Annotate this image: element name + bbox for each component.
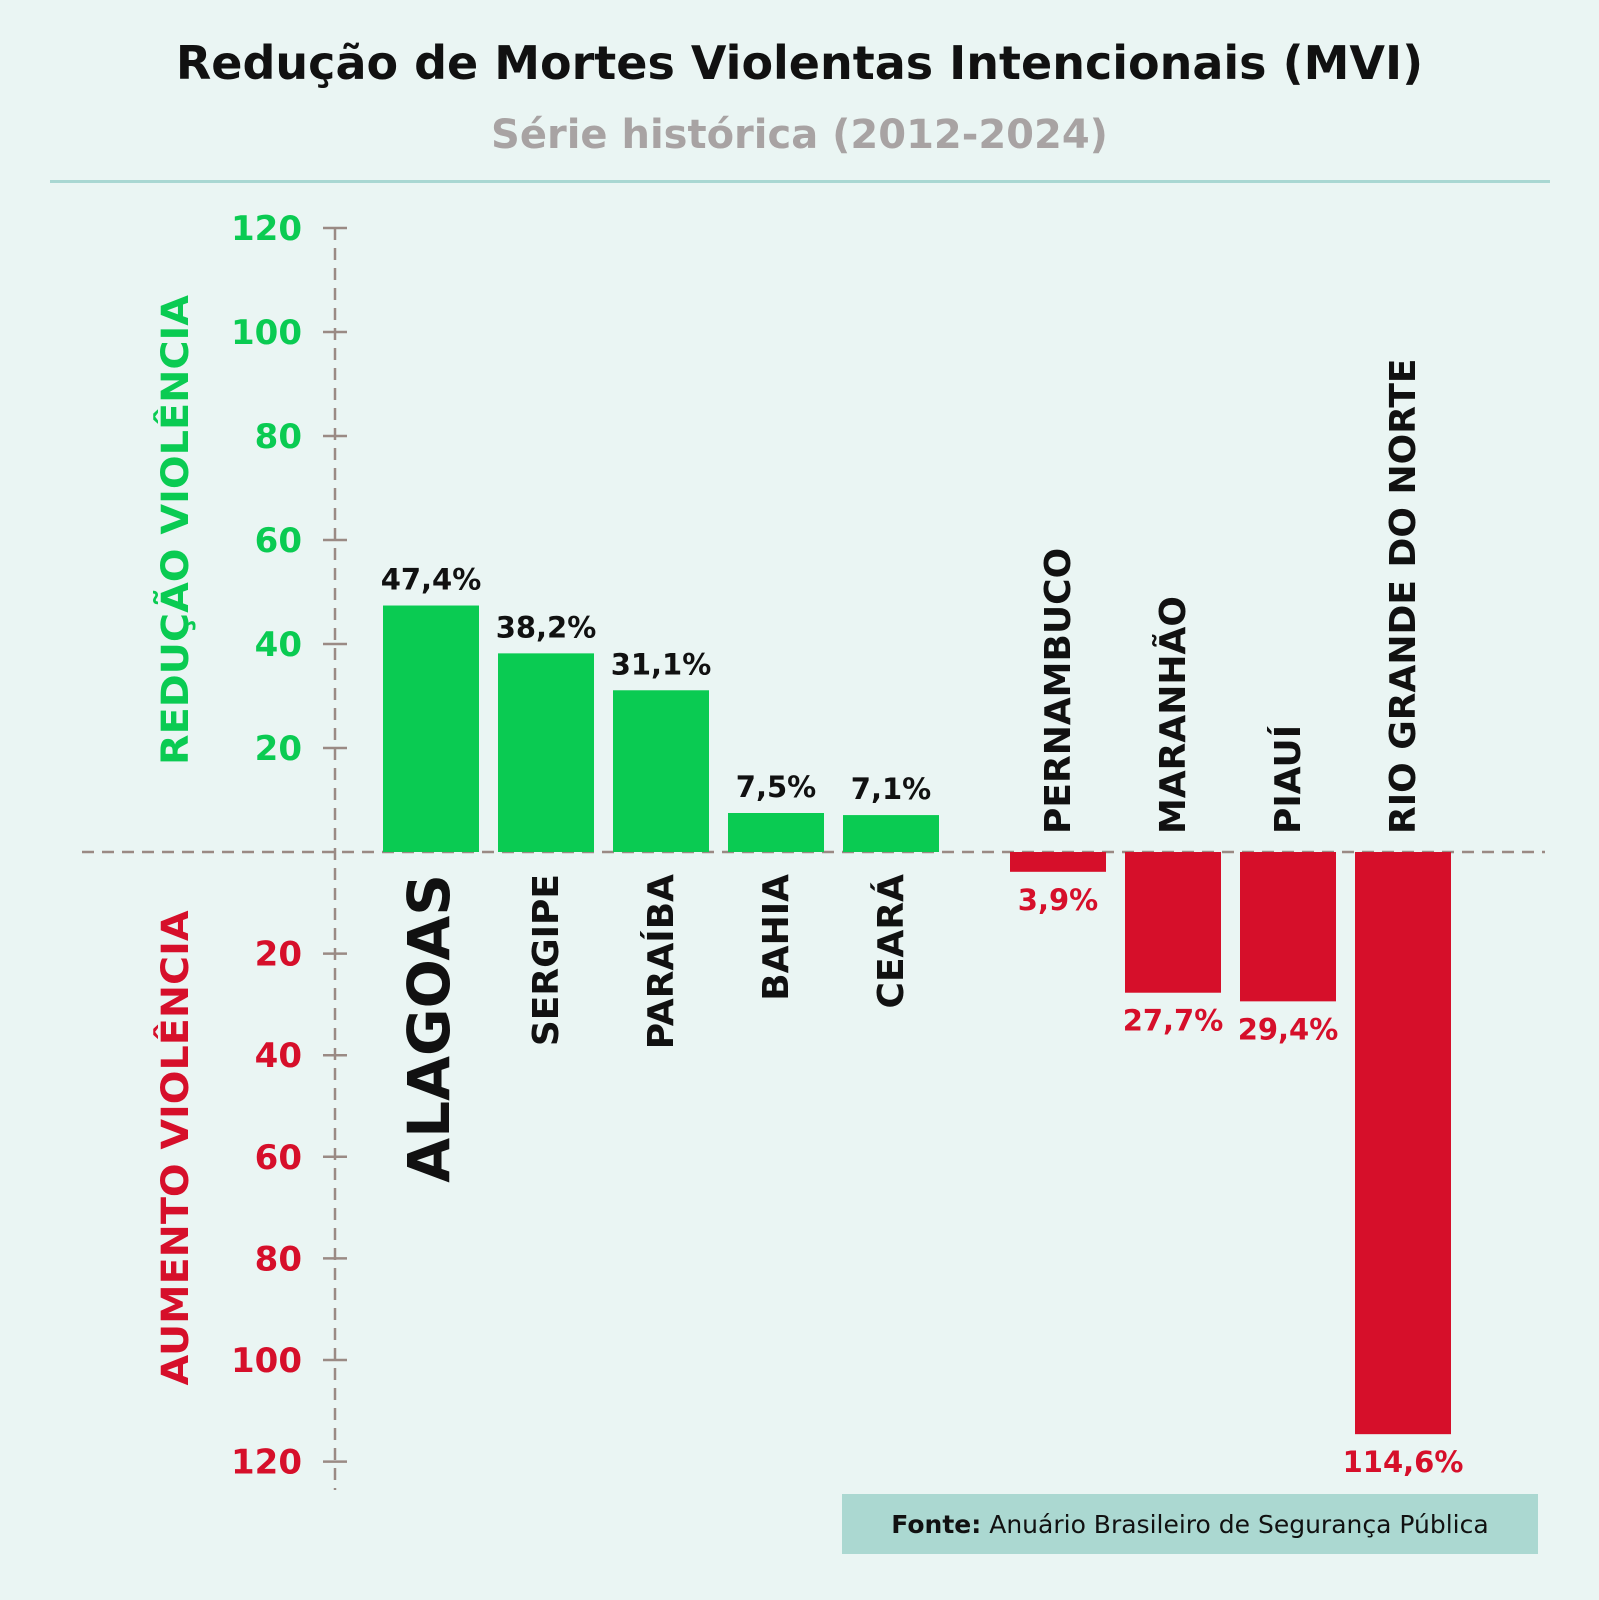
data-label: 38,2% bbox=[496, 610, 597, 644]
bar-maranhão bbox=[1125, 852, 1221, 993]
source-text: Anuário Brasileiro de Segurança Pública bbox=[989, 1509, 1489, 1539]
y-tick-label-negative: 80 bbox=[255, 1239, 302, 1279]
y-tick-label-negative: 120 bbox=[231, 1443, 302, 1483]
bar-paraíba bbox=[613, 690, 709, 852]
category-label: MARANHÃO bbox=[1152, 596, 1194, 834]
data-label: 7,1% bbox=[851, 772, 931, 806]
data-label: 31,1% bbox=[611, 647, 712, 681]
bar-rio-grande-do-norte bbox=[1355, 852, 1451, 1435]
y-tick-label-positive: 20 bbox=[255, 729, 302, 769]
bar-bahia bbox=[728, 813, 824, 852]
chart-subtitle: Série histórica (2012-2024) bbox=[491, 112, 1108, 158]
bar-pernambuco bbox=[1010, 852, 1106, 872]
data-label: 27,7% bbox=[1123, 1004, 1224, 1038]
y-tick-label-positive: 60 bbox=[255, 521, 302, 561]
y-tick-label-negative: 60 bbox=[255, 1138, 302, 1178]
category-label: PARAÍBA bbox=[640, 874, 682, 1049]
y-tick-label-positive: 100 bbox=[231, 313, 302, 353]
data-label: 47,4% bbox=[381, 563, 482, 597]
source-box: Fonte: Anuário Brasileiro de Segurança P… bbox=[842, 1494, 1538, 1554]
y-tick-label-positive: 120 bbox=[231, 209, 302, 249]
y-tick-label-negative: 100 bbox=[231, 1341, 302, 1381]
bar-alagoas bbox=[383, 605, 479, 852]
axis-label-increase: AUMENTO VIOLÊNCIA bbox=[153, 910, 197, 1385]
axis-label-reduction: REDUÇÃO VIOLÊNCIA bbox=[153, 295, 197, 765]
category-label: CEARÁ bbox=[870, 874, 912, 1009]
bar-ceará bbox=[843, 815, 939, 852]
y-tick-label-negative: 40 bbox=[255, 1036, 302, 1076]
y-tick-label-positive: 40 bbox=[255, 625, 302, 665]
category-label: PIAUÍ bbox=[1267, 725, 1309, 834]
data-label: 7,5% bbox=[736, 770, 816, 804]
title-divider bbox=[50, 180, 1550, 183]
source-label: Fonte: bbox=[891, 1509, 982, 1539]
y-tick-label-positive: 80 bbox=[255, 417, 302, 457]
bar-sergipe bbox=[498, 653, 594, 852]
data-label: 29,4% bbox=[1238, 1012, 1339, 1046]
y-tick-label-negative: 20 bbox=[255, 935, 302, 975]
bar-piauí bbox=[1240, 852, 1336, 1002]
data-label: 114,6% bbox=[1343, 1445, 1464, 1479]
data-label: 3,9% bbox=[1018, 883, 1098, 917]
category-label: BAHIA bbox=[756, 874, 797, 1001]
category-label: SERGIPE bbox=[526, 874, 567, 1046]
category-label: ALAGOAS bbox=[395, 874, 463, 1183]
category-label: PERNAMBUCO bbox=[1038, 548, 1079, 834]
chart-title: Redução de Mortes Violentas Intencionais… bbox=[175, 36, 1424, 90]
category-label: RIO GRANDE DO NORTE bbox=[1383, 358, 1424, 834]
